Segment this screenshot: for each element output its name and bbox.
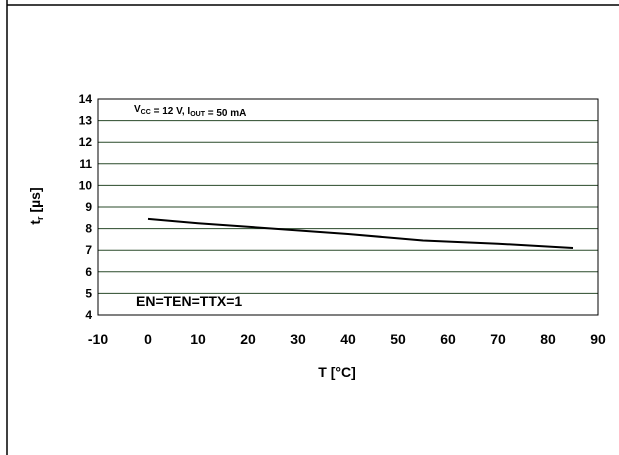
- x-tick-label: 40: [340, 331, 356, 347]
- x-tick-label: 30: [290, 331, 306, 347]
- y-tick-label: 5: [85, 286, 92, 300]
- y-tick-label: 9: [85, 200, 92, 214]
- x-tick-label: 10: [190, 331, 206, 347]
- y-tick-label: 11: [79, 157, 92, 171]
- conditions-annotation: VCC = 12 V, IOUT = 50 mA: [134, 104, 246, 119]
- x-tick-label: 0: [144, 331, 152, 347]
- x-tick-label: 80: [540, 331, 556, 347]
- series-line-0: [148, 219, 573, 248]
- x-tick-label: -10: [88, 331, 108, 347]
- y-tick-label: 7: [85, 243, 92, 257]
- x-axis-label: T [°C]: [318, 364, 355, 380]
- x-tick-labels: -10 0 10 20 30 40 50 60 70 80 90: [88, 331, 606, 347]
- y-tick-label: 13: [79, 114, 93, 128]
- x-tick-label: 90: [590, 331, 606, 347]
- y-tick-label: 10: [79, 178, 93, 192]
- y-tick-label: 8: [85, 222, 92, 236]
- x-tick-label: 70: [490, 331, 506, 347]
- y-tick-label: 12: [79, 135, 93, 149]
- enable-annotation: EN=TEN=TTX=1: [136, 293, 242, 309]
- y-tick-label: 6: [85, 265, 92, 279]
- y-tick-label: 14: [79, 92, 93, 106]
- x-tick-label: 20: [240, 331, 256, 347]
- x-tick-label: 50: [390, 331, 406, 347]
- grid-lines: [98, 121, 598, 294]
- y-tick-labels: 4 5 6 7 8 9 10 11 12 13 14: [79, 92, 93, 322]
- series-layer: [148, 219, 573, 248]
- x-tick-label: 60: [440, 331, 456, 347]
- y-axis-label: tr [µs]: [27, 187, 45, 224]
- y-tick-label: 4: [85, 308, 92, 322]
